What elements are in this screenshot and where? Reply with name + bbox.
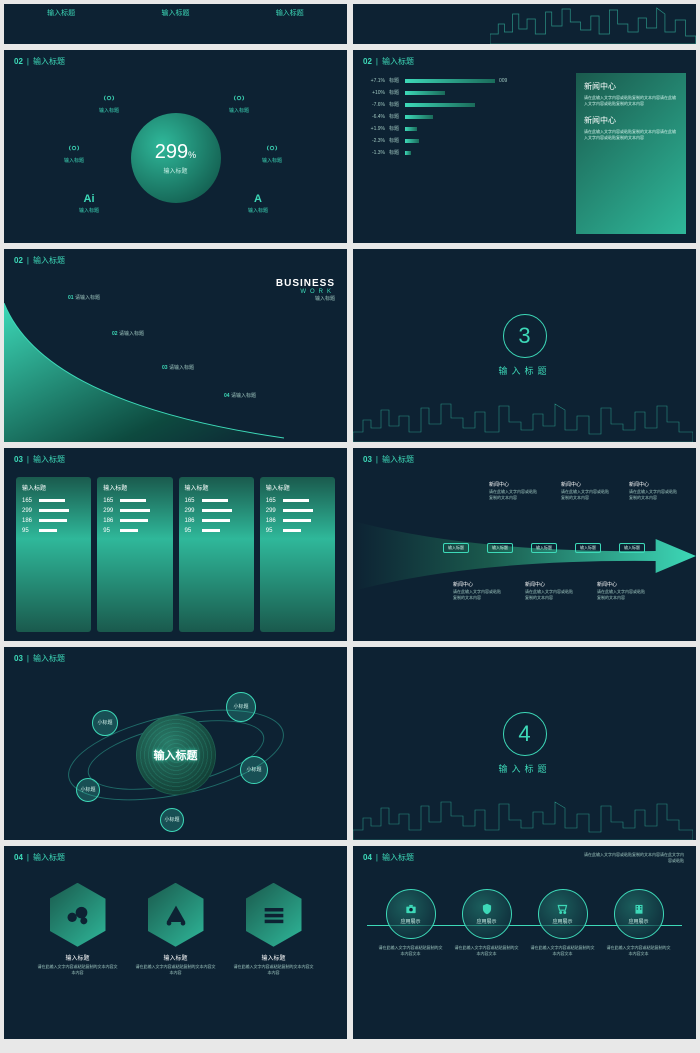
hexagon-icon	[246, 883, 302, 947]
tab-label: 输入标题	[161, 8, 189, 18]
orbit-bubble: 小标题	[92, 710, 118, 736]
slide-circle-stats: 02|输入标题 299% 输入标题 输入标题输入标题输入标题输入标题Ai输入标题…	[4, 50, 347, 243]
section-title: 输入标题	[33, 56, 65, 67]
orbit-bubble: 小标题	[76, 778, 100, 802]
hex-item: 输入标题请在此输入文字内容或粘贴复制的文本内容文本内容	[38, 883, 118, 1026]
bar-row: +7.1%标题009	[363, 77, 568, 84]
wifi-icon: 输入标题	[64, 141, 84, 164]
ai-icon: Ai输入标题	[79, 193, 99, 214]
bar-row: -7.6%标题	[363, 101, 568, 108]
hex-item: 输入标题请在此输入文字内容或粘贴复制的文本内容文本内容	[234, 883, 314, 1026]
globe-icon: 输入标题	[136, 715, 216, 795]
bar-row: -2.3%标题	[363, 137, 568, 144]
title-strip-left: 输入标题 输入标题 输入标题	[4, 4, 347, 44]
curve-tag: 04 请输入标题	[224, 392, 256, 399]
slide-section-3: 3 输入标题	[353, 249, 696, 442]
app-circle-item: 应用展示请在此输入文字内容或粘贴复制的文本内容文本	[606, 889, 672, 1030]
timeline-pill: 输入标题	[531, 543, 557, 553]
tab-label: 输入标题	[47, 8, 75, 18]
hexagon-icon	[148, 883, 204, 947]
slide-section-4: 4 输入标题	[353, 647, 696, 840]
slide-4circles: 04|输入标题 请在此输入文字内容或粘贴复制的文本内容请在此文字内容或粘贴 应用…	[353, 846, 696, 1039]
timeline-pill: 输入标题	[443, 543, 469, 553]
data-card: 输入标题16529918695	[260, 477, 335, 632]
timeline-text: 新闻中心请在此输入文字内容或粘贴复制的文本内容	[597, 581, 647, 601]
news-heading: 新闻中心	[584, 115, 678, 126]
slide-curve: 02|输入标题 BUSINESS WORK 输入标题 01 请输入标题02 请输…	[4, 249, 347, 442]
data-card: 输入标题16529918695	[16, 477, 91, 632]
orbit-bubble: 小标题	[226, 692, 256, 722]
skyline-icon	[353, 398, 693, 442]
news-text: 请在此输入文字内容或粘贴复制的文本内容请在此输入文字内容或粘贴复制的文本内容	[584, 129, 678, 141]
timeline-text: 新闻中心请在此输入文字内容或粘贴复制的文本内容	[629, 481, 679, 501]
news-heading: 新闻中心	[584, 81, 678, 92]
data-card: 输入标题16529918695	[97, 477, 172, 632]
building-icon: 应用展示	[614, 889, 664, 939]
slide-arrow: 03|输入标题 输入标题输入标题输入标题输入标题输入标题新闻中心请在此输入文字内…	[353, 448, 696, 641]
slide-globe: 03|输入标题 输入标题 小标题小标题小标题小标题小标题	[4, 647, 347, 840]
slide-4cards: 03|输入标题 输入标题16529918695输入标题16529918695输入…	[4, 448, 347, 641]
curve-tag: 01 请输入标题	[68, 294, 100, 301]
stat-circle: 299% 输入标题	[131, 113, 221, 203]
section-label: 输入标题	[498, 364, 550, 377]
news-panel: 新闻中心请在此输入文字内容或粘贴复制的文本内容请在此输入文字内容或粘贴复制的文本…	[576, 73, 686, 234]
curve-tag: 02 请输入标题	[112, 330, 144, 337]
stat-value: 299	[155, 141, 188, 163]
skyline-icon	[490, 4, 696, 44]
timeline-pill: 输入标题	[575, 543, 601, 553]
section-number-ring: 3	[503, 314, 547, 358]
skyline-icon	[353, 796, 693, 840]
news-text: 请在此输入文字内容或粘贴复制的文本内容请在此输入文字内容或粘贴复制的文本内容	[584, 95, 678, 107]
timeline-pill: 输入标题	[487, 543, 513, 553]
timeline-text: 新闻中心请在此输入文字内容或粘贴复制的文本内容	[489, 481, 539, 501]
bolt-a-icon: A输入标题	[248, 193, 268, 214]
decay-curve	[4, 303, 284, 442]
globe-net-icon: 输入标题	[262, 141, 282, 164]
shield-icon: 应用展示	[462, 889, 512, 939]
bar-row: -6.4%标题	[363, 113, 568, 120]
broadcast-icon: 输入标题	[229, 91, 249, 114]
bar-row: -1.3%标题	[363, 149, 568, 156]
timeline-text: 新闻中心请在此输入文字内容或粘贴复制的文本内容	[525, 581, 575, 601]
orbit-bubble: 小标题	[160, 808, 184, 832]
slide-barchart-news: 02|输入标题 +7.1%标题009+10%标题-7.6%标题-6.4%标题+1…	[353, 50, 696, 243]
app-circle-item: 应用展示请在此输入文字内容或粘贴复制的文本内容文本	[530, 889, 596, 1030]
cart-icon: 应用展示	[538, 889, 588, 939]
bar-row: +10%标题	[363, 89, 568, 96]
business-work-label: BUSINESS WORK 输入标题	[276, 278, 335, 302]
hex-item: 输入标题请在此输入文字内容或粘贴复制的文本内容文本内容	[136, 883, 216, 1026]
horizontal-bar-chart: +7.1%标题009 +10%标题 -7.6%标题 -6.4%标题 +1.9%标题 -2.…	[363, 73, 568, 234]
title-strip-right	[353, 4, 696, 44]
curve-tag: 03 请输入标题	[162, 364, 194, 371]
hexagon-icon	[50, 883, 106, 947]
timeline-text: 新闻中心请在此输入文字内容或粘贴复制的文本内容	[453, 581, 503, 601]
wifi-antenna-icon: 输入标题	[99, 91, 119, 114]
section-number-ring: 4	[503, 712, 547, 756]
stat-label: 输入标题	[163, 166, 187, 175]
data-card: 输入标题16529918695	[179, 477, 254, 632]
section-label: 输入标题	[498, 762, 550, 775]
section-num: 02	[14, 57, 23, 66]
app-circle-item: 应用展示请在此输入文字内容或粘贴复制的文本内容文本	[454, 889, 520, 1030]
tab-label: 输入标题	[276, 8, 304, 18]
app-circle-item: 应用展示请在此输入文字内容或粘贴复制的文本内容文本	[378, 889, 444, 1030]
header-note: 请在此输入文字内容或粘贴复制的文本内容请在此文字内容或粘贴	[584, 852, 684, 864]
camera-icon: 应用展示	[386, 889, 436, 939]
timeline-pill: 输入标题	[619, 543, 645, 553]
slide-hexagons: 04|输入标题 输入标题请在此输入文字内容或粘贴复制的文本内容文本内容输入标题请…	[4, 846, 347, 1039]
timeline-text: 新闻中心请在此输入文字内容或粘贴复制的文本内容	[561, 481, 611, 501]
orbit-bubble: 小标题	[240, 756, 268, 784]
bar-row: +1.9%标题	[363, 125, 568, 132]
